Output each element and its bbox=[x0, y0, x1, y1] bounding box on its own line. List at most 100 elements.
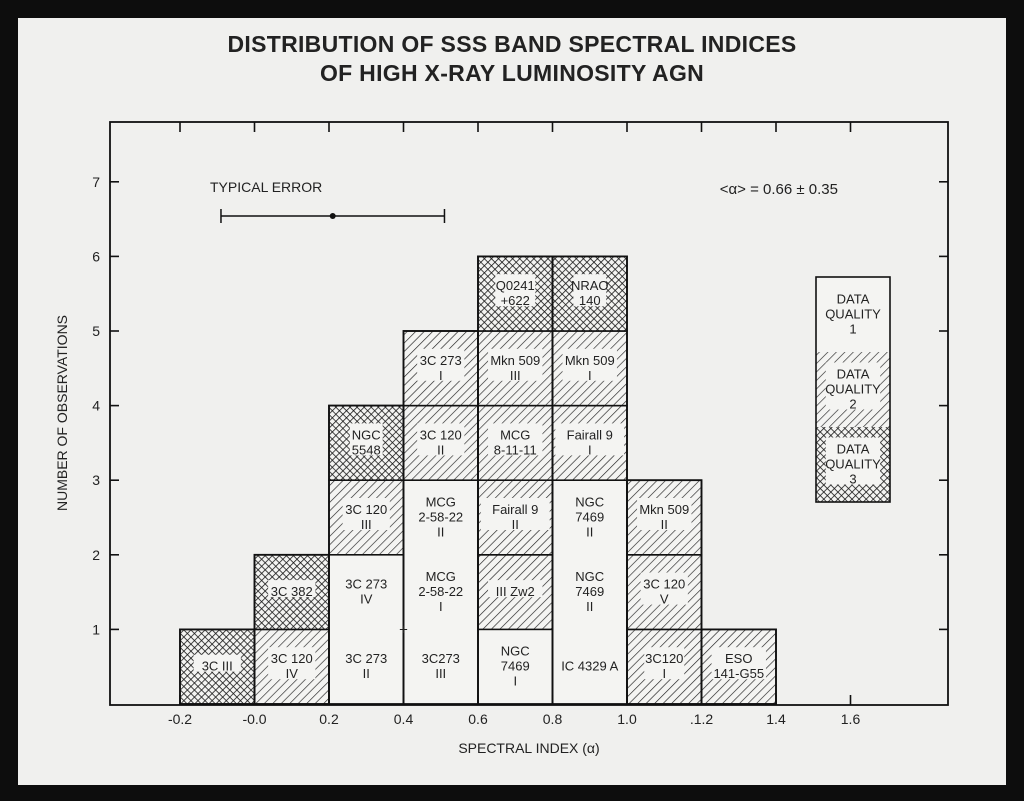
cell-label-background bbox=[555, 423, 625, 456]
legend-label: QUALITY bbox=[825, 382, 881, 397]
cell-label: 2-58-22 bbox=[418, 510, 463, 525]
cell-label: II bbox=[363, 666, 370, 681]
legend-label: QUALITY bbox=[825, 307, 881, 322]
legend-label: DATA bbox=[837, 442, 870, 457]
cell-label-background bbox=[637, 498, 692, 530]
histogram-cell-q1 bbox=[329, 629, 404, 704]
cell-label-background bbox=[640, 572, 688, 605]
cell-label-background bbox=[417, 348, 465, 381]
cell-label: 3C 273 bbox=[345, 577, 387, 592]
cell-label: MCG bbox=[426, 495, 456, 510]
cell-label: 140 bbox=[579, 293, 601, 308]
title-line-2: OF HIGH X-RAY LUMINOSITY AGN bbox=[319, 60, 705, 86]
y-tick-label: 3 bbox=[92, 472, 100, 488]
x-tick-label: 0.2 bbox=[319, 711, 339, 727]
histogram-cell-q1 bbox=[552, 554, 627, 630]
cell-label-background bbox=[825, 437, 881, 485]
legend-label: 1 bbox=[849, 322, 856, 337]
cell-label: ESO bbox=[725, 651, 752, 666]
cell-label: 7469 bbox=[575, 510, 604, 525]
cell-label: 3C 382 bbox=[271, 584, 313, 599]
cell-label: Q0241 bbox=[496, 278, 535, 293]
cell-label: II bbox=[586, 525, 593, 540]
y-tick-label: 7 bbox=[92, 174, 100, 190]
y-tick-label: 4 bbox=[92, 398, 100, 414]
x-tick-label: 0.4 bbox=[394, 711, 414, 727]
plus-marker: + bbox=[399, 621, 408, 638]
cell-label: Mkn 509 bbox=[490, 353, 540, 368]
legend-label: QUALITY bbox=[825, 457, 881, 472]
histogram-cell-q1 bbox=[552, 480, 627, 555]
cell-label: 3C 120 bbox=[643, 577, 685, 592]
cell-label: I bbox=[439, 599, 443, 614]
plot-frame bbox=[109, 121, 949, 706]
cell-label: II bbox=[661, 517, 668, 532]
x-tick-label: -0.0 bbox=[242, 711, 266, 727]
cell-label-background bbox=[268, 647, 316, 680]
cell-label: II bbox=[586, 599, 593, 614]
cell-label: Mkn 509 bbox=[639, 502, 689, 517]
histogram-bar-outline bbox=[626, 479, 703, 705]
cell-label: NGC bbox=[575, 569, 604, 584]
cell-label: V bbox=[660, 592, 669, 607]
x-tick-label: 1.6 bbox=[841, 711, 861, 727]
legend-label: DATA bbox=[837, 292, 870, 307]
cell-label: 3C 120 bbox=[345, 502, 387, 517]
cell-label: 141-G55 bbox=[713, 666, 764, 681]
cell-label: 7469 bbox=[501, 659, 530, 674]
title-line-1: DISTRIBUTION OF SSS BAND SPECTRAL INDICE… bbox=[227, 31, 797, 57]
histogram-cell-q1 bbox=[478, 629, 553, 704]
x-tick-label: 0.6 bbox=[468, 711, 488, 727]
cell-label-background bbox=[562, 348, 617, 381]
histogram-cell-q1 bbox=[552, 629, 627, 704]
cell-label: NGC bbox=[575, 495, 604, 510]
typical-error-label: TYPICAL ERROR bbox=[210, 179, 322, 195]
legend-label: 3 bbox=[849, 472, 856, 487]
cell-label-background bbox=[573, 274, 607, 307]
cell-label-background bbox=[825, 362, 881, 410]
cell-label: 3C 273 bbox=[345, 651, 387, 666]
cell-label: 3C 120 bbox=[271, 651, 313, 666]
mean-spectral-index-annotation: <α> = 0.66 ± 0.35 bbox=[720, 181, 838, 198]
x-tick-label: 1.4 bbox=[766, 711, 786, 727]
cell-label-background bbox=[488, 348, 543, 381]
cell-label: 8-11-11 bbox=[494, 442, 537, 457]
cell-label: IV bbox=[360, 592, 373, 607]
cell-label: 3C 120 bbox=[420, 427, 462, 442]
legend-label: DATA bbox=[837, 367, 870, 382]
y-tick-label: 2 bbox=[92, 547, 100, 563]
y-axis-label: NUMBER OF OBSERVATIONS bbox=[54, 315, 70, 511]
cell-label: Fairall 9 bbox=[492, 502, 538, 517]
cell-label-background bbox=[268, 580, 316, 598]
cell-label-background bbox=[349, 423, 383, 456]
cell-label: I bbox=[439, 368, 443, 383]
x-tick-label: 1.0 bbox=[617, 711, 637, 727]
legend-label: 2 bbox=[849, 397, 856, 412]
cell-label: +622 bbox=[501, 293, 530, 308]
cell-label: 3C 273 bbox=[420, 353, 462, 368]
cell-label: III bbox=[435, 666, 446, 681]
cell-label: 3C III bbox=[202, 659, 233, 674]
error-bar-center-point bbox=[329, 213, 336, 219]
legend-swatch-q1 bbox=[816, 277, 890, 352]
y-tick-label: 1 bbox=[92, 621, 100, 637]
cell-label-background bbox=[644, 647, 685, 680]
cell-label: MCG bbox=[426, 569, 456, 584]
cell-label: Mkn 509 bbox=[565, 353, 615, 368]
cell-label-background bbox=[193, 654, 241, 672]
chart-title: DISTRIBUTION OF SSS BAND SPECTRAL INDICE… bbox=[0, 30, 1024, 88]
x-tick-label: .1.2 bbox=[690, 711, 714, 727]
cell-label: IV bbox=[286, 666, 299, 681]
cell-label: I bbox=[588, 442, 592, 457]
cell-label: II bbox=[437, 442, 444, 457]
cell-label-background bbox=[495, 274, 536, 307]
cell-label: II bbox=[437, 525, 444, 540]
cell-label: I bbox=[513, 674, 517, 689]
cell-label: NGC bbox=[352, 427, 381, 442]
cell-label: II bbox=[512, 517, 519, 532]
y-tick-label: 5 bbox=[92, 323, 100, 339]
cell-label: III Zw2 bbox=[496, 584, 535, 599]
cell-label: Fairall 9 bbox=[567, 427, 613, 442]
cell-label: IC 4329 A bbox=[561, 659, 618, 674]
